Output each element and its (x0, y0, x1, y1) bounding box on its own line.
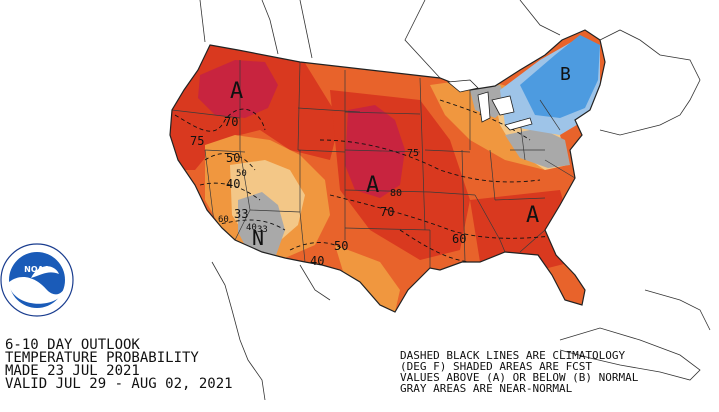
value-50-sw: 50 (334, 239, 348, 253)
value-40-w: 40 (226, 177, 240, 191)
map-labels: A A A N B 70 75 50 40 33 60 50 40 33 75 … (190, 64, 571, 268)
valid-dates: VALID JUL 29 - AUG 02, 2021 (5, 376, 233, 392)
value-60-sw: 60 (218, 215, 229, 225)
legend-line-1: DASHED BLACK LINES ARE CLIMATOLOGY (400, 349, 626, 362)
near-normal-ohio (505, 128, 570, 168)
label-b-northeast: B (560, 64, 571, 85)
value-70-nw: 70 (224, 115, 238, 129)
probability-shading (170, 30, 605, 312)
value-50-south: 50 (236, 169, 247, 179)
value-75-w: 75 (190, 134, 204, 148)
legend-line-4: GRAY AREAS ARE NEAR-NORMAL (400, 382, 573, 395)
value-50-w: 50 (226, 151, 240, 165)
value-75-plains: 75 (407, 148, 419, 159)
value-70-plains: 70 (380, 205, 394, 219)
value-60-south: 60 (452, 232, 466, 246)
great-lakes (447, 79, 533, 131)
outlook-type: TEMPERATURE PROBABILITY (5, 350, 199, 366)
country-lines (199, 0, 711, 401)
label-n-southwest: N (252, 226, 264, 250)
above-light-gulf (335, 245, 400, 312)
above-deep-plains (345, 105, 405, 198)
value-80: 80 (390, 188, 402, 199)
legend-line-2: (DEG F) SHADED AREAS ARE FCST (400, 360, 592, 373)
value-40-sw: 40 (310, 254, 324, 268)
climatology-contours (174, 99, 561, 263)
label-a-northwest: A (230, 79, 243, 104)
above-deep-northwest (198, 60, 278, 118)
value-33: 33 (234, 207, 248, 221)
legend-line-3: VALUES ABOVE (A) OR BELOW (B) NORMAL (400, 371, 639, 384)
legend-note: DASHED BLACK LINES ARE CLIMATOLOGY (DEG … (400, 349, 639, 395)
noaa-logo-text: NOAA (24, 265, 50, 274)
below-mid-newengland (520, 35, 600, 118)
value-40-south: 40 (246, 223, 257, 233)
noaa-logo: NOAA (0, 243, 74, 317)
label-a-southeast: A (526, 203, 539, 228)
above-strong-southeast (470, 190, 580, 270)
value-33-sw: 33 (257, 225, 268, 235)
label-a-plains: A (366, 173, 379, 198)
outlook-title: 6-10 DAY OUTLOOK (5, 337, 140, 353)
made-date: MADE 23 JUL 2021 (5, 363, 140, 379)
header-text: 6-10 DAY OUTLOOK TEMPERATURE PROBABILITY… (5, 337, 233, 392)
